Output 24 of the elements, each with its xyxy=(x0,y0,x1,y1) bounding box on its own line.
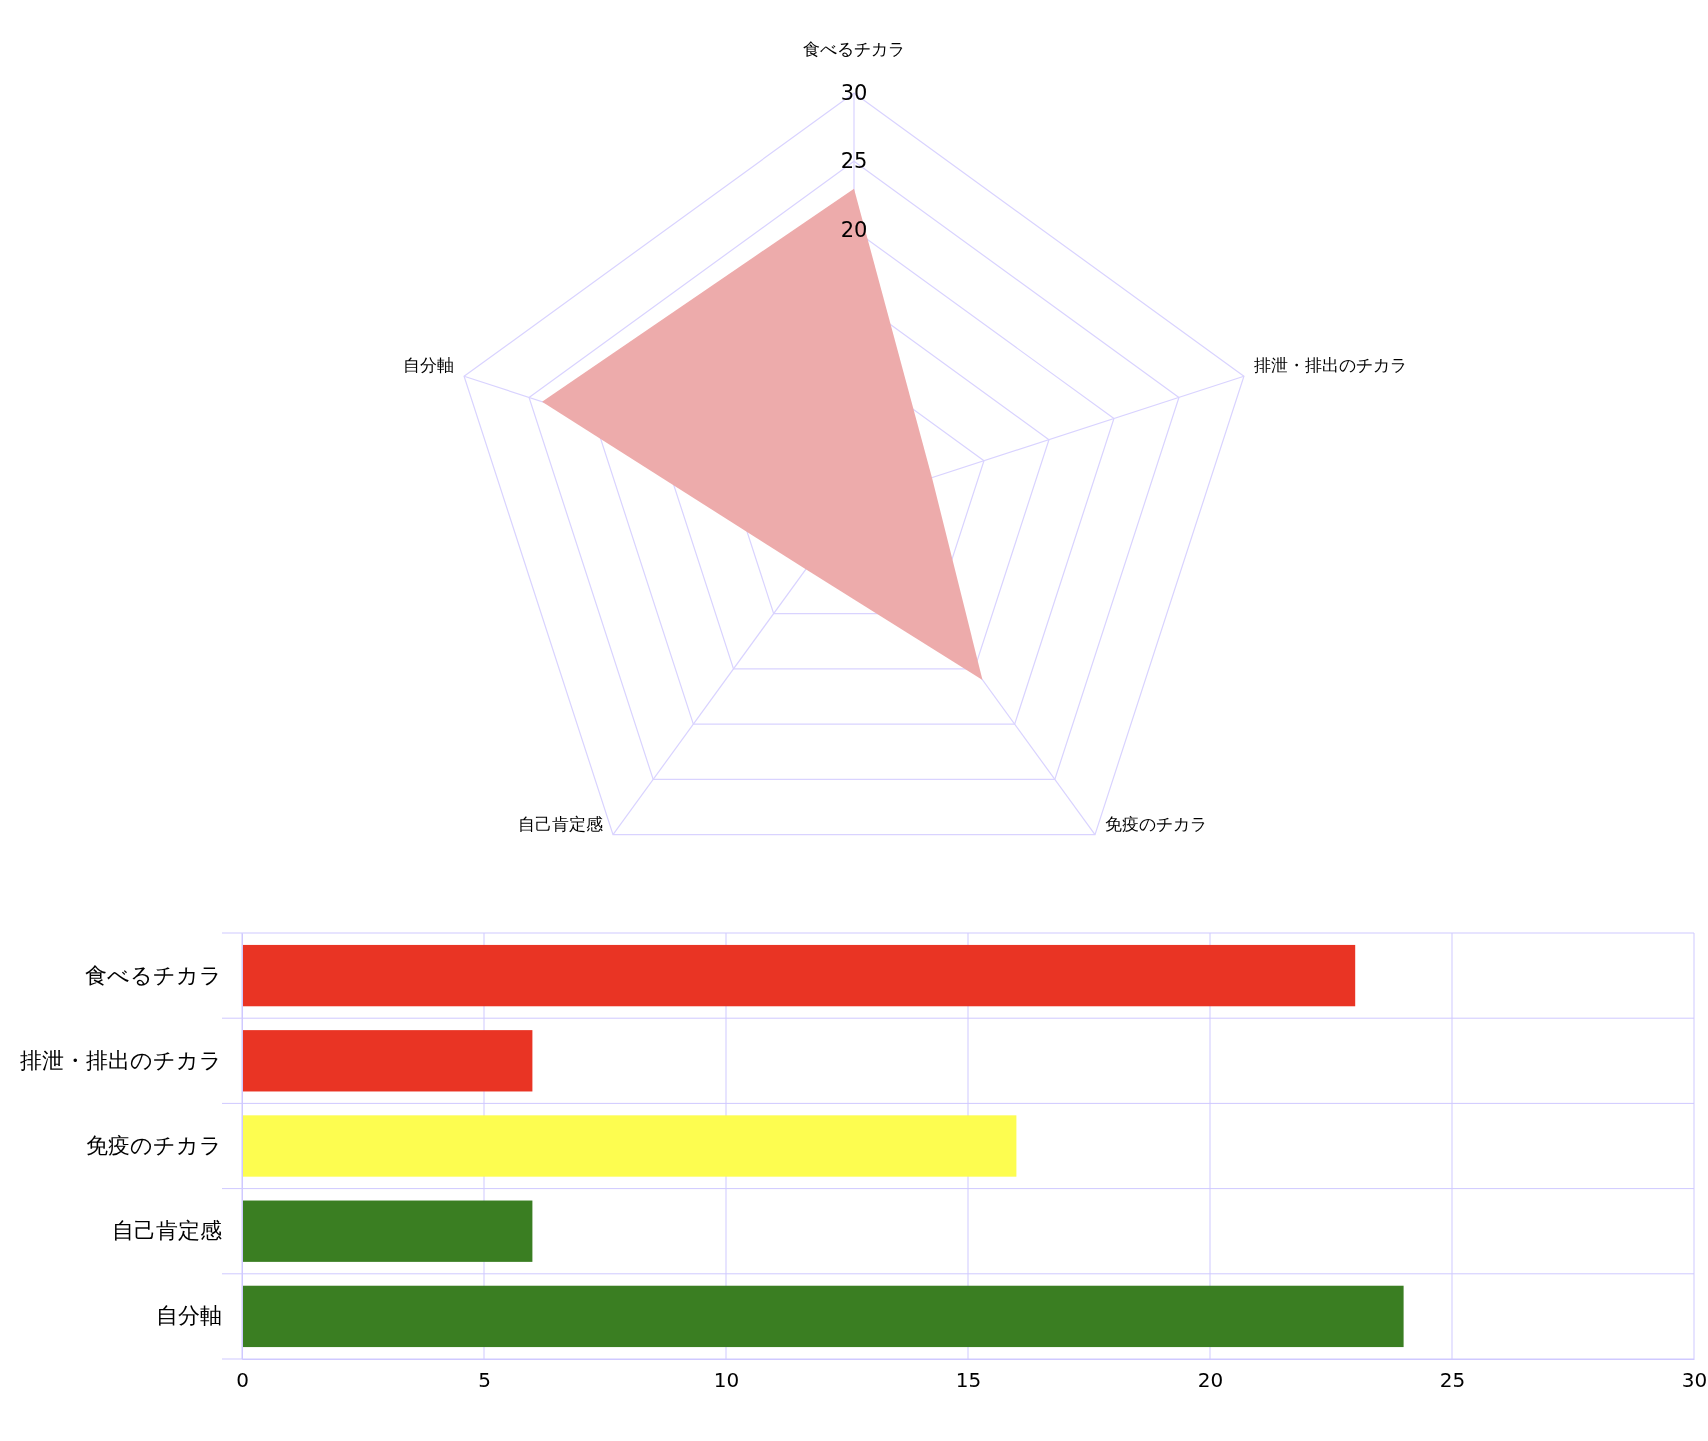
bar xyxy=(242,1115,1017,1177)
bar xyxy=(242,1030,533,1092)
x-tick-label: 10 xyxy=(713,1368,740,1393)
y-tick-label: 25 xyxy=(840,149,868,174)
y-tick-label: 30 xyxy=(840,81,868,105)
bar xyxy=(242,1200,533,1262)
spoke-label: 免疫のチカラ xyxy=(1104,813,1207,834)
bar xyxy=(242,1285,1404,1348)
x-tick-label: 0 xyxy=(236,1368,249,1393)
y-tick-label: 自分軸 xyxy=(156,1303,222,1329)
bar xyxy=(242,944,1356,1007)
x-tick-label: 5 xyxy=(478,1368,491,1393)
x-tick-label: 20 xyxy=(1197,1368,1224,1393)
y-tick-label: 排泄・排出のチカラ xyxy=(20,1047,222,1073)
x-tick-label: 30 xyxy=(1681,1368,1708,1393)
y-tick-label: 自己肯定感 xyxy=(112,1218,222,1244)
y-tick-label: 食べるチカラ xyxy=(85,962,222,988)
x-tick-label: 15 xyxy=(955,1368,982,1393)
x-tick-label: 25 xyxy=(1439,1368,1466,1393)
spoke-label: 自己肯定感 xyxy=(518,813,604,834)
spoke-label: 排泄・排出のチカラ xyxy=(1253,355,1407,376)
y-tick-label: 免疫のチカラ xyxy=(86,1133,222,1159)
spoke-label: 自分軸 xyxy=(403,355,455,376)
y-tick-label: 20 xyxy=(840,217,868,242)
